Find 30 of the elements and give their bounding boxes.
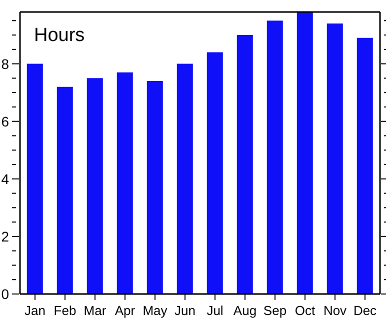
- x-tick-label: Jul: [206, 303, 224, 318]
- bar: [86, 78, 103, 294]
- x-tick-label: Jan: [24, 303, 46, 318]
- bar: [146, 81, 163, 294]
- x-tick-label: Apr: [114, 303, 136, 318]
- bar: [296, 12, 313, 294]
- y-tick-label: 2: [1, 228, 10, 244]
- bar: [236, 35, 253, 294]
- bar: [266, 20, 283, 294]
- x-tick-label: Oct: [294, 303, 316, 318]
- y-tick-label: 8: [1, 56, 10, 72]
- y-axis-title: Hours: [34, 25, 85, 46]
- bar: [206, 52, 223, 294]
- bar: [116, 72, 133, 294]
- x-tick-label: Aug: [233, 303, 257, 318]
- bar: [356, 38, 373, 294]
- x-tick-label: Sep: [263, 303, 287, 318]
- x-tick-label: Feb: [54, 303, 76, 318]
- bar: [326, 24, 343, 294]
- bar: [26, 64, 43, 294]
- bar: [56, 86, 73, 294]
- x-tick-label: Nov: [323, 303, 348, 318]
- x-tick-label: May: [142, 303, 168, 318]
- y-tick-label: 4: [1, 170, 10, 187]
- y-tick-label: 6: [1, 113, 10, 130]
- x-tick-label: Mar: [84, 303, 107, 318]
- x-tick-label: Dec: [353, 303, 378, 318]
- x-tick-label: Jun: [174, 303, 196, 318]
- y-tick-label: 0: [1, 286, 10, 302]
- bar: [176, 64, 193, 294]
